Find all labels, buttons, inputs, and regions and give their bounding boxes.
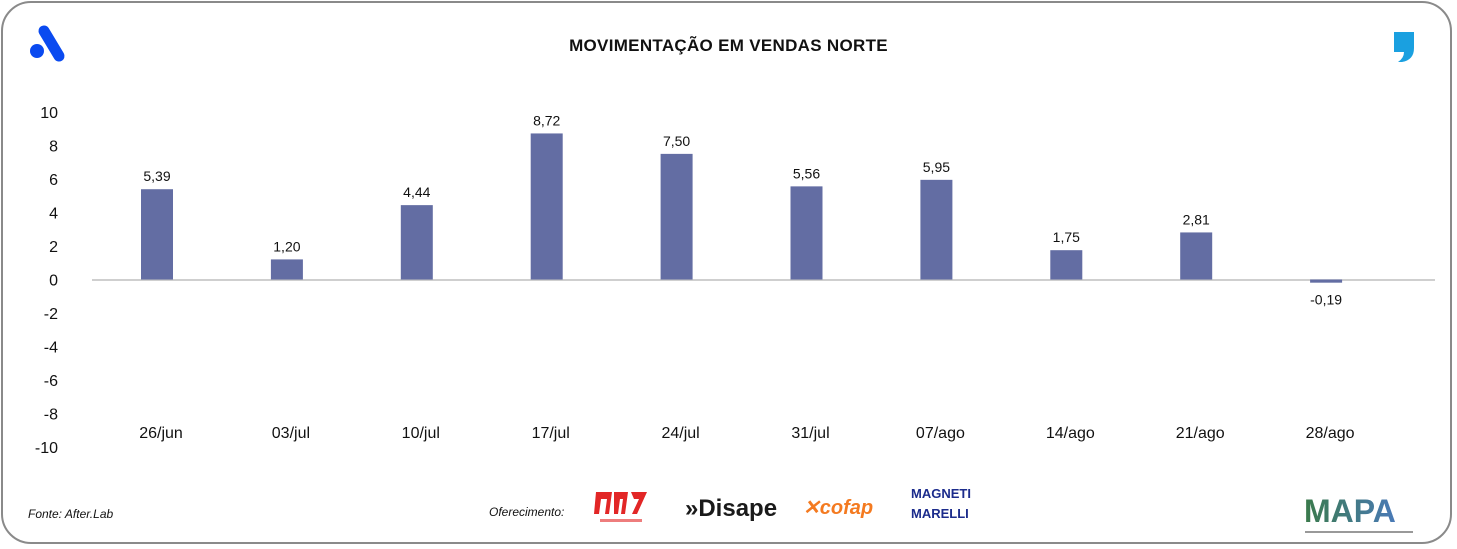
- data-label: 5,56: [793, 165, 820, 181]
- cofap-logo: ✕cofap: [803, 497, 873, 519]
- bar-17/jul: [530, 133, 563, 280]
- y-tick-label: 8: [49, 139, 58, 156]
- bar-21/ago: [1180, 232, 1213, 280]
- svg-text:✕cofap: ✕cofap: [803, 497, 873, 519]
- x-tick-label: 07/ago: [916, 425, 965, 442]
- svg-text:MAPA: MAPA: [1304, 493, 1396, 529]
- x-tick-label: 26/jun: [139, 425, 183, 442]
- data-label: 5,95: [923, 159, 950, 175]
- data-label: 2,81: [1183, 211, 1210, 227]
- x-tick-label: 03/jul: [272, 425, 310, 442]
- bar-26/jun: [141, 189, 173, 280]
- bar-07/ago: [920, 179, 953, 280]
- y-tick-label: -2: [44, 306, 58, 323]
- x-tick-label: 17/jul: [532, 425, 570, 442]
- afterlab-logo: [30, 25, 65, 62]
- y-tick-label: 6: [49, 172, 58, 189]
- chart-title: MOVIMENTAÇÃO EM VENDAS NORTE: [569, 36, 888, 55]
- data-label: 8,72: [533, 112, 560, 128]
- y-tick-label: 4: [49, 206, 58, 223]
- bar-14/ago: [1050, 250, 1083, 280]
- bar-03/jul: [270, 259, 303, 280]
- svg-text:MAGNETI: MAGNETI: [911, 486, 971, 501]
- bar-31/jul: [790, 186, 823, 280]
- x-tick-label: 24/jul: [661, 425, 699, 442]
- bar-28/ago: [1310, 279, 1343, 283]
- data-label: -0,19: [1310, 292, 1342, 308]
- quote-logo: [1394, 32, 1414, 62]
- sponsor-label: Oferecimento:: [489, 505, 565, 519]
- bar-10/jul: [400, 205, 433, 280]
- mapa-logo: MAPA: [1304, 493, 1413, 533]
- y-tick-label: -10: [35, 440, 58, 457]
- y-tick-label: -8: [44, 407, 58, 424]
- data-label: 5,39: [143, 168, 170, 184]
- y-tick-label: 10: [40, 105, 58, 122]
- data-label: 7,50: [663, 133, 690, 149]
- bar-24/jul: [660, 153, 693, 280]
- y-tick-label: -4: [44, 340, 58, 357]
- x-tick-label: 21/ago: [1176, 425, 1225, 442]
- rmp-logo: [594, 492, 647, 522]
- source-note: Fonte: After.Lab: [28, 507, 114, 521]
- disape-logo: »Disape: [685, 495, 777, 522]
- data-label: 4,44: [403, 184, 430, 200]
- svg-text:»Disape: »Disape: [685, 495, 777, 522]
- x-tick-label: 10/jul: [402, 425, 440, 442]
- x-tick-label: 31/jul: [791, 425, 829, 442]
- svg-text:MARELLI: MARELLI: [911, 506, 969, 521]
- data-label: 1,75: [1053, 229, 1080, 245]
- x-tick-label: 14/ago: [1046, 425, 1095, 442]
- data-label: 1,20: [273, 238, 300, 254]
- y-tick-label: 2: [49, 239, 58, 256]
- y-tick-label: 0: [49, 273, 58, 290]
- y-tick-label: -6: [44, 373, 58, 390]
- magneti-marelli-logo: MAGNETI MARELLI: [911, 486, 971, 521]
- x-tick-label: 28/ago: [1306, 425, 1355, 442]
